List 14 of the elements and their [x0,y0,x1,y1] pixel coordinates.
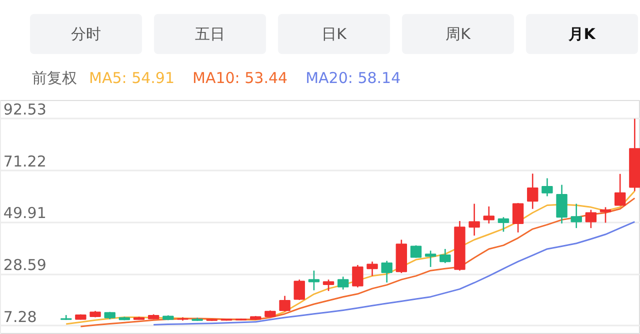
text: 周K [402,14,514,54]
y-tick-label: 71.22 [3,152,46,170]
y-tick-label: 92.53 [3,100,46,119]
y-tick-label: 28.59 [3,256,46,274]
y-tick-label: 7.28 [3,308,37,326]
text: MA20: 58.14 [306,68,401,89]
text: 分时 [30,14,142,54]
y-tick-label: 49.91 [3,204,46,222]
text: 月K [526,14,638,54]
text: 日K [278,14,390,54]
text: 前复权 [32,68,77,89]
text: 五日 [154,14,266,54]
text: MA10: 53.44 [192,68,288,89]
text: MA5: 54.91 [89,68,175,89]
